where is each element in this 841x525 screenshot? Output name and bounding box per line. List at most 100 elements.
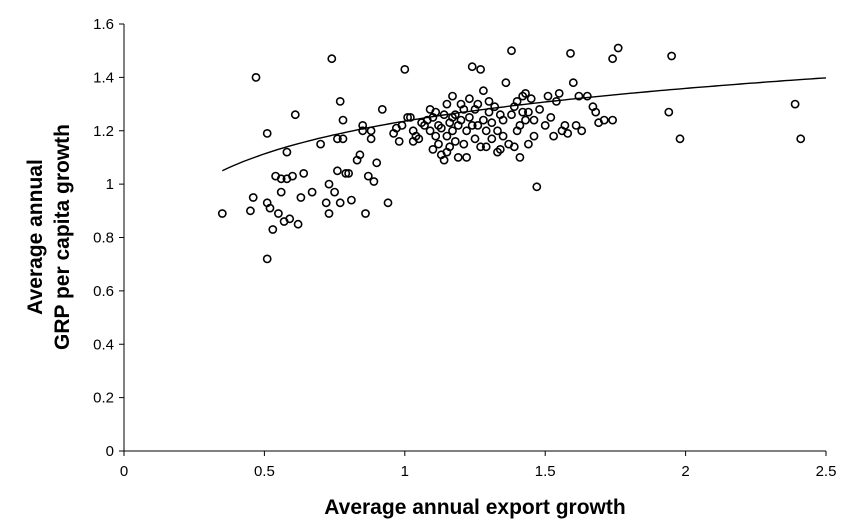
data-point bbox=[481, 126, 491, 136]
data-point bbox=[515, 121, 525, 130]
y-tick-label: 0.4 bbox=[93, 336, 114, 353]
data-point bbox=[613, 43, 623, 53]
data-point bbox=[512, 97, 522, 106]
data-point bbox=[327, 54, 337, 64]
data-point bbox=[436, 123, 446, 133]
data-point bbox=[667, 51, 676, 61]
data-point bbox=[265, 203, 275, 213]
data-point bbox=[405, 113, 415, 122]
data-point bbox=[518, 107, 528, 117]
data-point bbox=[394, 136, 404, 146]
data-point bbox=[217, 209, 227, 218]
y-tick-label: 0.8 bbox=[93, 230, 114, 247]
y-tick-label: 1.4 bbox=[93, 69, 114, 86]
data-point bbox=[582, 91, 592, 101]
data-point bbox=[442, 99, 452, 109]
data-point bbox=[476, 65, 485, 74]
data-point bbox=[428, 144, 438, 154]
data-point bbox=[563, 128, 573, 138]
data-point bbox=[448, 126, 457, 136]
data-point bbox=[524, 139, 533, 149]
data-point bbox=[529, 131, 539, 141]
data-point bbox=[464, 94, 474, 104]
data-point bbox=[414, 134, 424, 144]
x-tick-label: 1.5 bbox=[535, 463, 556, 480]
data-point bbox=[335, 198, 345, 208]
data-point bbox=[434, 139, 443, 149]
data-point bbox=[290, 110, 300, 120]
data-point bbox=[546, 113, 556, 122]
data-point bbox=[450, 110, 460, 120]
data-point bbox=[591, 107, 601, 117]
data-point bbox=[276, 187, 286, 197]
data-point bbox=[599, 115, 609, 125]
data-point bbox=[369, 177, 379, 186]
data-point bbox=[664, 107, 674, 117]
data-point bbox=[307, 187, 317, 197]
data-point bbox=[366, 134, 376, 144]
data-point bbox=[358, 126, 368, 136]
data-point bbox=[324, 209, 334, 218]
data-point bbox=[245, 206, 255, 216]
data-point bbox=[431, 131, 441, 141]
data-point bbox=[507, 110, 516, 120]
data-point bbox=[344, 168, 353, 178]
data-point bbox=[481, 142, 491, 152]
data-point bbox=[560, 121, 570, 130]
data-point bbox=[324, 179, 334, 189]
data-point bbox=[552, 97, 561, 106]
data-point bbox=[248, 193, 258, 202]
data-point bbox=[459, 105, 469, 114]
data-point bbox=[445, 142, 455, 152]
data-point bbox=[431, 107, 441, 117]
data-point bbox=[335, 97, 345, 106]
data-point bbox=[262, 254, 272, 264]
data-point bbox=[521, 89, 530, 98]
data-point bbox=[487, 134, 497, 144]
data-point bbox=[554, 89, 564, 98]
data-point bbox=[273, 209, 283, 218]
data-point bbox=[268, 225, 278, 234]
data-point bbox=[338, 134, 348, 144]
data-point bbox=[363, 171, 373, 181]
data-point bbox=[608, 54, 617, 64]
x-tick-label: 2 bbox=[681, 463, 689, 480]
y-tick-label: 0 bbox=[106, 443, 114, 460]
y-axis-title-line-1: Average annual bbox=[24, 159, 47, 315]
data-point bbox=[473, 99, 483, 109]
data-point bbox=[288, 171, 297, 181]
data-point bbox=[397, 121, 407, 130]
data-point bbox=[400, 65, 410, 74]
data-point bbox=[498, 115, 508, 125]
data-point bbox=[796, 134, 806, 144]
data-point bbox=[439, 110, 449, 120]
x-axis-title: Average annual export growth bbox=[324, 496, 625, 519]
data-point bbox=[467, 62, 477, 72]
data-point bbox=[448, 91, 457, 101]
x-tick-label: 0.5 bbox=[254, 463, 275, 480]
data-point bbox=[459, 139, 469, 149]
data-point bbox=[478, 86, 488, 96]
data-point bbox=[293, 219, 303, 229]
data-point bbox=[507, 46, 516, 56]
data-point bbox=[509, 142, 519, 152]
x-tick-labels: 0 0.5 1 1.5 2 2.5 bbox=[120, 463, 837, 480]
data-point bbox=[366, 126, 376, 136]
data-point bbox=[377, 105, 387, 114]
y-tick-label: 1.2 bbox=[93, 123, 114, 140]
data-point bbox=[450, 136, 460, 146]
data-point bbox=[484, 97, 494, 106]
data-point bbox=[285, 214, 295, 224]
data-point bbox=[425, 126, 435, 136]
data-point bbox=[540, 121, 550, 130]
trendline bbox=[222, 77, 827, 172]
data-point bbox=[495, 144, 505, 154]
data-point bbox=[276, 174, 286, 184]
data-point bbox=[358, 121, 368, 130]
data-point bbox=[571, 121, 581, 130]
data-point bbox=[473, 121, 483, 130]
data-point bbox=[296, 193, 306, 202]
data-point bbox=[476, 142, 485, 152]
data-point bbox=[299, 168, 309, 178]
data-point bbox=[521, 115, 530, 125]
